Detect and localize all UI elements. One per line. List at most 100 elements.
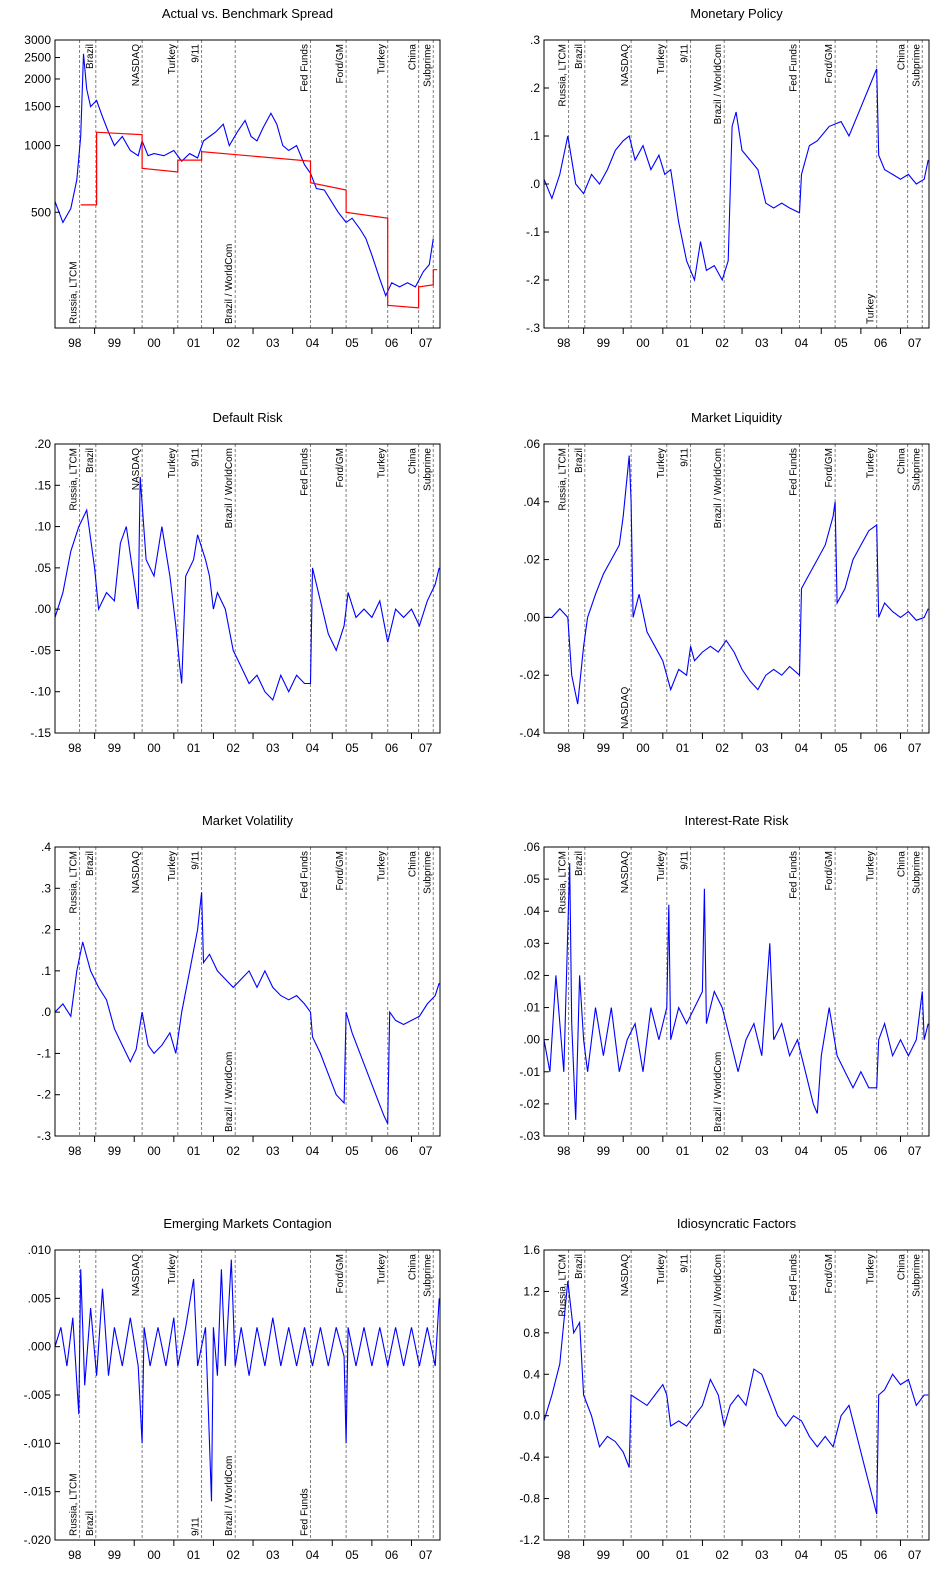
event-label: Turkey	[377, 448, 388, 478]
y-tick-label: 1.2	[523, 1284, 540, 1298]
y-tick-label: .02	[523, 968, 540, 982]
x-tick-label: 06	[385, 1548, 399, 1562]
x-tick-label: 04	[306, 336, 320, 350]
x-tick-label: 01	[676, 336, 690, 350]
series-line	[544, 455, 929, 705]
x-tick-label: 02	[716, 1548, 730, 1562]
chart-panel: Market Volatility Russia, LTCM Brazil NASDA…	[37, 813, 441, 1158]
y-tick-label: .2	[530, 81, 540, 95]
event-label: NASDAQ	[131, 44, 142, 86]
x-tick-label: 98	[557, 1548, 571, 1562]
event-label: Turkey	[656, 44, 667, 74]
y-tick-label: 2500	[24, 51, 51, 65]
y-tick-label: .05	[34, 561, 51, 575]
y-tick-label: 2000	[24, 72, 51, 86]
x-tick-label: 06	[874, 741, 888, 755]
series-line	[544, 68, 929, 283]
x-tick-label: 00	[636, 1144, 650, 1158]
plot-frame	[54, 443, 441, 734]
event-label: Russia, LTCM	[69, 261, 80, 324]
chart-panel: Market Liquidity Russia, LTCM Brazil NASDAQ…	[519, 410, 930, 755]
event-label: Russia, LTCM	[558, 1254, 569, 1317]
y-tick-label: -.02	[519, 668, 540, 682]
event-label: Brazil / WorldCom	[224, 448, 235, 528]
y-tick-label: .010	[28, 1243, 52, 1257]
plot-frame	[54, 1249, 441, 1541]
x-tick-label: 00	[147, 1144, 161, 1158]
x-tick-label: 98	[557, 741, 571, 755]
plot-frame	[54, 846, 441, 1137]
y-tick-label: 0.4	[523, 1367, 540, 1381]
event-label: Brazil	[85, 1511, 96, 1536]
x-tick-label: 05	[834, 1548, 848, 1562]
event-label: Subprime	[422, 44, 433, 87]
x-tick-label: 99	[108, 1548, 122, 1562]
event-label: Subprime	[422, 1254, 433, 1297]
event-label: China	[897, 448, 908, 475]
event-label: Turkey	[866, 294, 877, 324]
y-tick-label: -.005	[24, 1388, 52, 1402]
event-label: Turkey	[377, 1254, 388, 1284]
event-label: Fed Funds	[299, 851, 310, 899]
event-label: 9/11	[680, 1254, 691, 1273]
x-tick-label: 01	[187, 336, 201, 350]
plot-frame	[543, 443, 930, 734]
x-tick-label: 00	[636, 336, 650, 350]
x-tick-label: 06	[874, 1548, 888, 1562]
x-tick-label: 04	[306, 1144, 320, 1158]
y-tick-label: .0	[41, 1005, 51, 1019]
event-label: NASDAQ	[620, 44, 631, 86]
y-tick-label: .3	[530, 33, 540, 47]
y-tick-label: .0	[530, 177, 540, 191]
event-label: Fed Funds	[299, 44, 310, 92]
y-tick-label: 1500	[24, 100, 51, 114]
x-tick-label: 00	[636, 741, 650, 755]
event-label: Ford/GM	[824, 44, 835, 83]
event-label: Russia, LTCM	[69, 851, 80, 914]
event-label: Turkey	[167, 851, 178, 881]
y-tick-label: -.01	[519, 1065, 540, 1079]
event-label: Fed Funds	[788, 44, 799, 92]
event-label: 9/11	[680, 851, 691, 870]
chart-panel: Actual vs. Benchmark Spread Russia, LTCM B…	[24, 6, 441, 350]
y-tick-label: -.15	[30, 726, 51, 740]
event-label: 9/11	[191, 851, 202, 870]
x-tick-label: 07	[419, 336, 433, 350]
series-line	[55, 1259, 440, 1502]
event-label: Subprime	[911, 1254, 922, 1297]
y-tick-label: .04	[523, 495, 540, 509]
event-label: Turkey	[866, 448, 877, 478]
event-label: Brazil / WorldCom	[713, 1052, 724, 1132]
event-label: Brazil / WorldCom	[713, 448, 724, 528]
y-tick-label: -.02	[519, 1097, 540, 1111]
x-tick-label: 07	[419, 1548, 433, 1562]
y-tick-label: -0.4	[519, 1450, 540, 1464]
y-tick-label: .3	[41, 881, 51, 895]
event-label: Ford/GM	[335, 44, 346, 83]
x-tick-label: 99	[597, 1548, 611, 1562]
event-label: Turkey	[377, 44, 388, 74]
y-tick-label: -.03	[519, 1129, 540, 1143]
x-tick-label: 02	[716, 1144, 730, 1158]
event-label: Brazil / WorldCom	[713, 44, 724, 124]
y-tick-label: -0.8	[519, 1492, 540, 1506]
x-tick-label: 03	[755, 336, 769, 350]
x-tick-label: 00	[147, 1548, 161, 1562]
x-tick-label: 02	[716, 336, 730, 350]
x-tick-label: 98	[68, 1144, 82, 1158]
x-tick-label: 01	[187, 741, 201, 755]
event-label: Brazil	[574, 44, 585, 69]
chart-panel: Idiosyncratic Factors Russia, LTCM Brazil N…	[519, 1216, 930, 1562]
y-tick-label: -.020	[24, 1533, 52, 1547]
event-label: Turkey	[656, 448, 667, 478]
event-label: China	[897, 44, 908, 71]
x-tick-label: 07	[908, 741, 922, 755]
event-label: Russia, LTCM	[69, 1473, 80, 1536]
event-label: Brazil	[85, 44, 96, 69]
x-tick-label: 07	[908, 1548, 922, 1562]
x-tick-label: 02	[227, 1144, 241, 1158]
event-label: NASDAQ	[620, 1254, 631, 1296]
event-label: 9/11	[191, 448, 202, 467]
event-label: Subprime	[422, 851, 433, 894]
x-tick-label: 04	[306, 741, 320, 755]
